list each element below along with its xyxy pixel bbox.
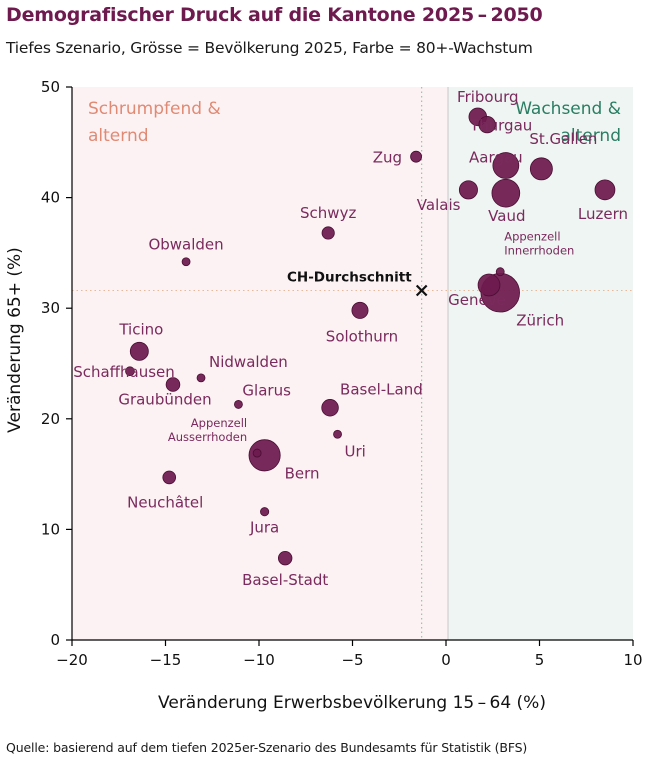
right-region-label-line2: alternd bbox=[560, 126, 621, 146]
y-tick-label: 10 bbox=[41, 520, 60, 538]
data-label-solothurn: Solothurn bbox=[326, 327, 398, 345]
bubble-st-gallen[interactable] bbox=[529, 157, 553, 181]
bubble-appenzell-innerrhoden[interactable] bbox=[495, 267, 505, 277]
bubble-nidwalden[interactable] bbox=[196, 373, 206, 383]
data-label-fribourg: Fribourg bbox=[457, 88, 519, 106]
bubble-valais[interactable] bbox=[458, 180, 478, 200]
x-tick-label: 10 bbox=[623, 651, 642, 669]
data-label-neuchatel: Neuchâtel bbox=[127, 493, 203, 511]
data-label-zurich: Zürich bbox=[516, 312, 564, 330]
data-label-st-gallen: St.Gallen bbox=[529, 130, 597, 148]
data-label-appenzell-innerrhoden: Appenzell Innerrhoden bbox=[504, 230, 574, 258]
bubble-schwyz[interactable] bbox=[321, 226, 335, 240]
bubble-uri[interactable] bbox=[333, 429, 342, 439]
data-label-jura: Jura bbox=[249, 519, 279, 537]
data-label-appenzell-ausserrhoden: Appenzell Ausserrhoden bbox=[168, 416, 247, 444]
bubble-aargau[interactable] bbox=[492, 152, 520, 179]
right-region-label-line1: Wachsend & bbox=[515, 99, 621, 119]
bubble-thurgau[interactable] bbox=[478, 115, 496, 134]
left-region-bg bbox=[72, 87, 448, 640]
bubble-ticino[interactable] bbox=[129, 341, 149, 361]
data-label-uri: Uri bbox=[345, 442, 366, 460]
bubble-glarus[interactable] bbox=[234, 400, 243, 409]
data-label-nidwalden: Nidwalden bbox=[209, 353, 288, 371]
data-label-luzern: Luzern bbox=[578, 205, 628, 223]
bubble-neuchatel[interactable] bbox=[162, 470, 177, 485]
y-tick-label: 50 bbox=[41, 78, 60, 96]
bubble-graubunden[interactable] bbox=[165, 377, 181, 392]
x-axis: −20 −15 −10 −5 0 5 10 Veränderung Erwerbsbevöl… bbox=[56, 639, 643, 713]
bubble-schaffhausen[interactable] bbox=[125, 366, 135, 377]
bubble-luzern[interactable] bbox=[594, 179, 616, 201]
left-region-label-line1: Schrumpfend & bbox=[88, 99, 221, 119]
bubble-zug[interactable] bbox=[410, 150, 422, 163]
x-tick-label: 0 bbox=[441, 651, 451, 669]
average-label: CH-Durchschnitt bbox=[287, 270, 412, 286]
data-label-schaffhausen: Schaffhausen bbox=[73, 363, 175, 381]
bubble-appenzell-ausserrhoden[interactable] bbox=[252, 448, 262, 458]
data-label-vaud: Vaud bbox=[488, 207, 525, 225]
data-label-glarus: Glarus bbox=[242, 381, 291, 399]
bubble-vaud[interactable] bbox=[491, 178, 521, 208]
bubble-jura[interactable] bbox=[260, 507, 270, 517]
x-tick-label: −15 bbox=[150, 651, 182, 669]
data-label-basel-land: Basel-Land bbox=[340, 381, 423, 399]
data-label-bern: Bern bbox=[285, 464, 320, 482]
x-tick-label: 5 bbox=[535, 651, 545, 669]
bubble-obwalden[interactable] bbox=[181, 257, 191, 267]
y-tick-label: 40 bbox=[41, 189, 60, 207]
x-tick-label: −20 bbox=[56, 651, 88, 669]
data-label-zug: Zug bbox=[373, 149, 402, 167]
data-label-basel-stadt: Basel-Stadt bbox=[242, 571, 328, 589]
left-region-label-line2: alternd bbox=[88, 126, 149, 146]
bubble-basel-stadt[interactable] bbox=[277, 550, 293, 566]
y-axis: 0 10 20 30 40 50 Veränderung 65+ (%) bbox=[5, 78, 73, 649]
x-tick-label: −10 bbox=[243, 651, 275, 669]
y-tick-label: 30 bbox=[41, 299, 60, 317]
source-note: Quelle: basierend auf dem tiefen 2025er-… bbox=[6, 740, 528, 755]
data-label-graubunden: Graubünden bbox=[118, 391, 211, 409]
data-label-aargau: Aargau bbox=[469, 149, 523, 167]
data-label-valais: Valais bbox=[417, 196, 461, 214]
data-label-geneve: Genève bbox=[448, 291, 506, 309]
y-tick-label: 20 bbox=[41, 410, 60, 428]
data-label-schwyz: Schwyz bbox=[300, 204, 356, 222]
data-label-ticino: Ticino bbox=[118, 320, 163, 338]
y-axis-label: Veränderung 65+ (%) bbox=[5, 247, 25, 433]
x-axis-label: Veränderung Erwerbsbevölkerung 15 – 64 (… bbox=[158, 693, 546, 713]
bubble-solothurn[interactable] bbox=[351, 301, 369, 319]
x-tick-label: −5 bbox=[341, 651, 363, 669]
y-tick-label: 0 bbox=[50, 631, 60, 649]
bubble-bern[interactable] bbox=[248, 439, 281, 472]
data-label-thurgau: Thurgau bbox=[469, 117, 532, 135]
data-label-obwalden: Obwalden bbox=[148, 236, 223, 254]
bubble-geneve[interactable] bbox=[477, 273, 501, 297]
chart-title: Demografischer Druck auf die Kantone 202… bbox=[6, 4, 543, 26]
average-marker bbox=[415, 284, 428, 297]
bubble-basel-land[interactable] bbox=[321, 399, 339, 417]
chart-subtitle: Tiefes Szenario, Grösse = Bevölkerung 20… bbox=[6, 39, 533, 57]
